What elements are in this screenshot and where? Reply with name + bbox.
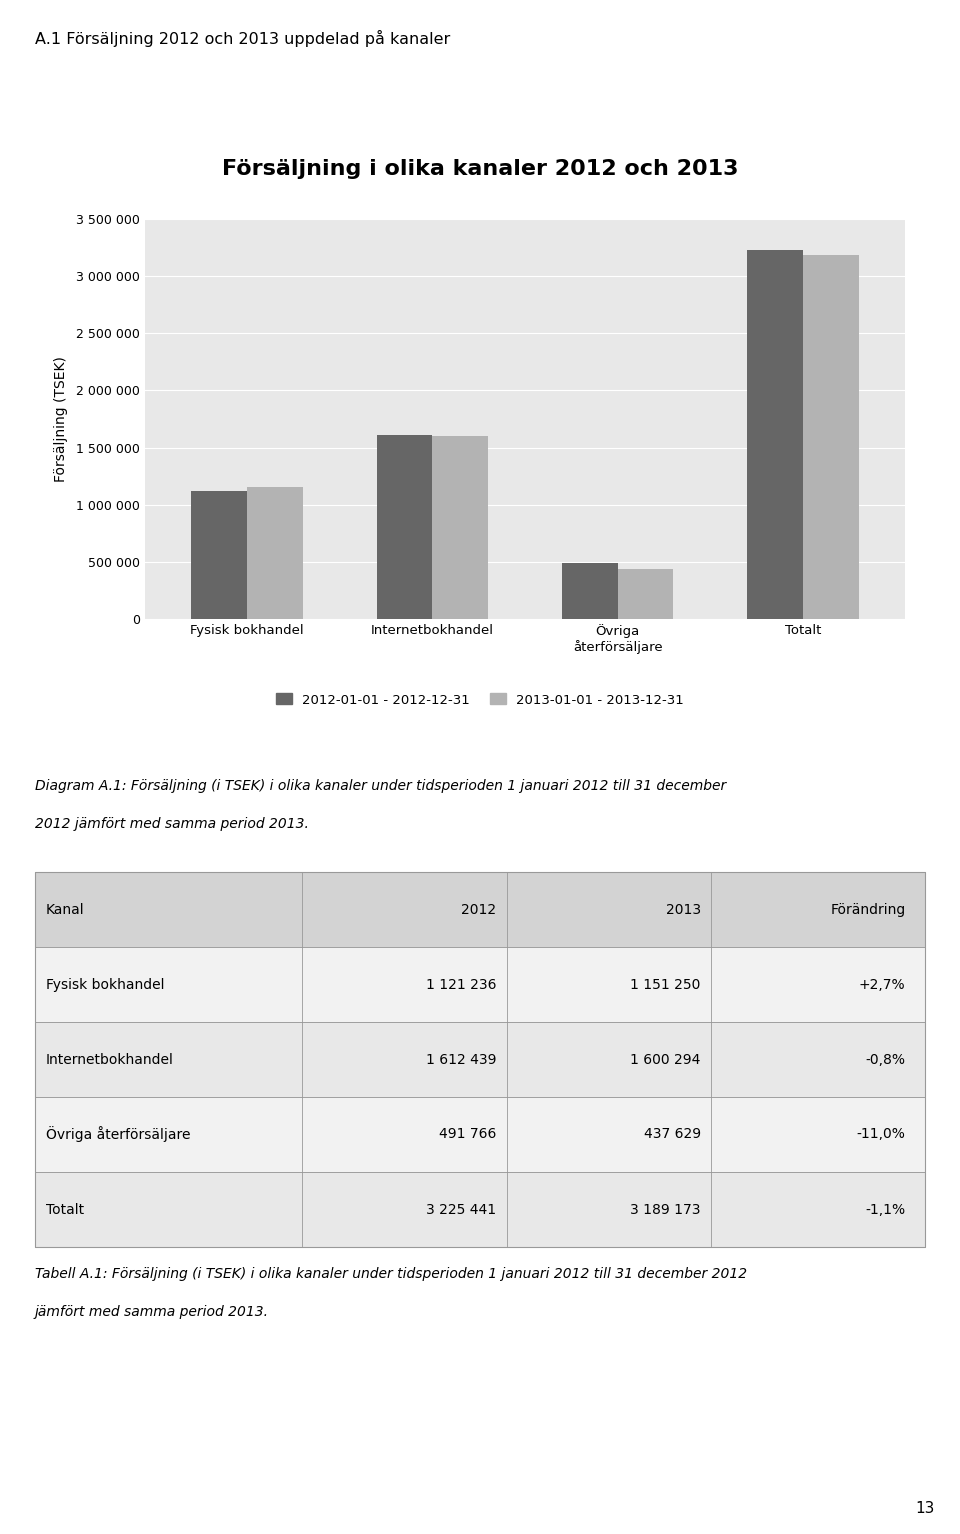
Text: 1 612 439: 1 612 439 — [425, 1052, 496, 1066]
Text: Tabell A.1: Försäljning (i TSEK) i olika kanaler under tidsperioden 1 januari 20: Tabell A.1: Försäljning (i TSEK) i olika… — [35, 1267, 747, 1281]
Text: Diagram A.1: Försäljning (i TSEK) i olika kanaler under tidsperioden 1 januari 2: Diagram A.1: Försäljning (i TSEK) i olik… — [35, 779, 727, 793]
Text: 3 225 441: 3 225 441 — [426, 1203, 496, 1216]
Text: Fysisk bokhandel: Fysisk bokhandel — [46, 977, 164, 991]
Text: 437 629: 437 629 — [643, 1127, 701, 1141]
Text: 13: 13 — [916, 1500, 935, 1516]
Text: 2012 jämfört med samma period 2013.: 2012 jämfört med samma period 2013. — [35, 818, 309, 831]
Bar — [376, 434, 432, 620]
Text: -1,1%: -1,1% — [865, 1203, 905, 1216]
Bar — [191, 491, 247, 620]
Bar — [247, 488, 302, 620]
Text: A.1 Försäljning 2012 och 2013 uppdelad på kanaler: A.1 Försäljning 2012 och 2013 uppdelad p… — [35, 31, 450, 48]
Text: 2013: 2013 — [665, 902, 701, 916]
Text: Övriga återförsäljare: Övriga återförsäljare — [46, 1126, 190, 1143]
Y-axis label: Försäljning (TSEK): Försäljning (TSEK) — [54, 356, 68, 482]
Bar — [562, 563, 617, 620]
Legend: 2012-01-01 - 2012-12-31, 2013-01-01 - 2013-12-31: 2012-01-01 - 2012-12-31, 2013-01-01 - 20… — [274, 690, 686, 709]
Text: 1 121 236: 1 121 236 — [425, 977, 496, 991]
Text: Internetbokhandel: Internetbokhandel — [46, 1052, 174, 1066]
Bar — [617, 569, 673, 620]
Text: -11,0%: -11,0% — [856, 1127, 905, 1141]
Text: Försäljning i olika kanaler 2012 och 2013: Försäljning i olika kanaler 2012 och 201… — [222, 160, 738, 179]
Text: 1 151 250: 1 151 250 — [631, 977, 701, 991]
Text: Totalt: Totalt — [46, 1203, 84, 1216]
Text: 1 600 294: 1 600 294 — [631, 1052, 701, 1066]
Text: 2012: 2012 — [461, 902, 496, 916]
Text: +2,7%: +2,7% — [859, 977, 905, 991]
Bar — [432, 436, 488, 620]
Text: 491 766: 491 766 — [439, 1127, 496, 1141]
Bar — [748, 250, 804, 620]
Text: 3 189 173: 3 189 173 — [630, 1203, 701, 1216]
Text: Kanal: Kanal — [46, 902, 84, 916]
Text: -0,8%: -0,8% — [865, 1052, 905, 1066]
Text: Förändring: Förändring — [830, 902, 905, 916]
Text: jämfört med samma period 2013.: jämfört med samma period 2013. — [35, 1305, 269, 1319]
Bar — [804, 255, 858, 620]
